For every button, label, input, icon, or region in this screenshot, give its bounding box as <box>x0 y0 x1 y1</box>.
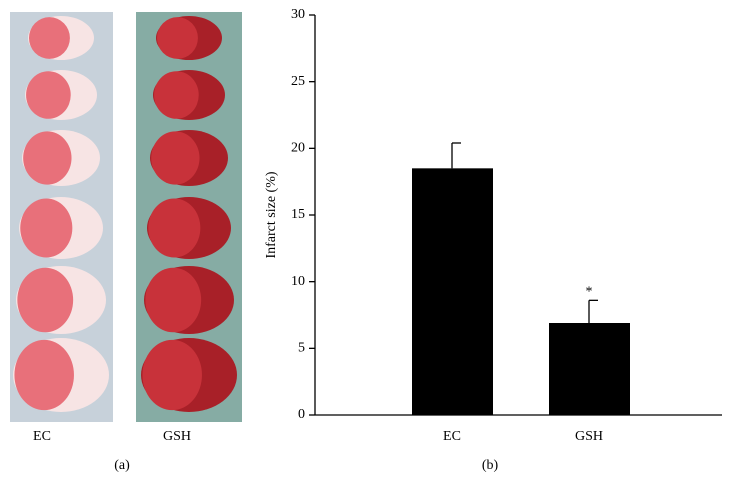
significance-marker: * <box>586 285 593 300</box>
brain-slice-region <box>28 17 70 59</box>
y-tick-label: 10 <box>291 274 305 289</box>
y-tick-label: 25 <box>291 74 305 89</box>
photo-label: GSH <box>163 429 191 444</box>
y-tick-label: 15 <box>291 207 305 222</box>
x-tick-label: GSH <box>575 429 603 444</box>
photo-label: EC <box>33 429 51 444</box>
y-tick-label: 5 <box>298 341 305 356</box>
brain-slice-region <box>17 267 74 333</box>
x-tick-label: EC <box>443 429 461 444</box>
y-tick-label: 0 <box>298 407 305 422</box>
brain-slice-region <box>23 131 72 185</box>
brain-slice-region <box>145 267 202 333</box>
y-axis-label: Infarct size (%) <box>264 171 279 258</box>
brain-slice-region <box>142 339 202 411</box>
bar <box>549 323 630 415</box>
brain-slice-region <box>26 71 71 119</box>
brain-slice-region <box>154 71 199 119</box>
brain-slice-region <box>14 339 74 411</box>
brain-slice-region <box>148 198 201 258</box>
caption: (a) <box>114 458 130 473</box>
y-tick-label: 20 <box>291 141 305 156</box>
brain-slice-region <box>156 17 198 59</box>
brain-slice-region <box>20 198 73 258</box>
bar <box>412 168 493 415</box>
brain-slice-region <box>151 131 200 185</box>
y-tick-label: 30 <box>291 7 305 22</box>
caption: (b) <box>482 458 499 473</box>
